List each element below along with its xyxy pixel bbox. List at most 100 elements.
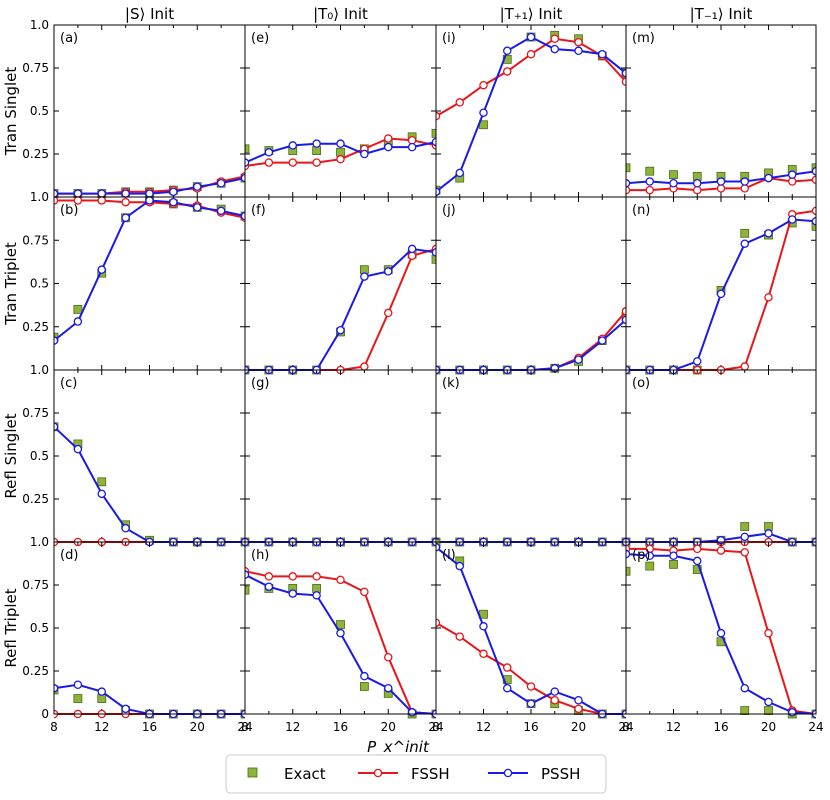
pssh-marker — [407, 142, 417, 152]
pssh-marker — [479, 108, 488, 117]
pssh-marker — [740, 532, 750, 542]
panel-data — [626, 544, 816, 719]
pssh-marker — [169, 187, 178, 197]
panel-g: (g) — [244, 369, 437, 547]
fssh-marker — [716, 546, 726, 555]
fssh-marker — [526, 49, 536, 59]
exact-marker — [740, 522, 750, 531]
panel-d: (d) — [53, 541, 246, 719]
column-title: |T₋₁⟩ Init — [690, 5, 753, 23]
pssh-marker — [788, 170, 797, 179]
x-tick-label: 24 — [428, 720, 443, 734]
pssh-marker — [502, 46, 512, 56]
panel-data — [54, 196, 245, 345]
exact-marker — [645, 561, 655, 571]
x-tick-label: 20 — [761, 720, 776, 734]
y-tick-label: 0.25 — [22, 664, 49, 678]
panel-ticks — [435, 369, 627, 543]
exact-marker — [740, 228, 750, 238]
pssh-line — [245, 573, 436, 715]
fssh-marker — [574, 704, 583, 714]
pssh-marker — [502, 683, 512, 693]
pssh-marker — [740, 177, 750, 186]
pssh-marker — [621, 68, 626, 78]
pssh-marker — [669, 178, 678, 188]
pssh-marker — [360, 671, 369, 681]
x-tick-label: 8 — [50, 720, 58, 734]
y-tick-label: 1.0 — [30, 535, 49, 549]
exact-marker — [431, 254, 436, 264]
panel-label: (h) — [251, 548, 269, 563]
x-tick-label: 20 — [190, 720, 205, 734]
panel-p: (p) — [625, 541, 817, 719]
pssh-line — [54, 426, 245, 543]
fssh-marker — [407, 135, 417, 145]
fssh-marker — [574, 37, 583, 47]
exact-marker — [692, 565, 702, 574]
pssh-marker — [336, 325, 345, 335]
fssh-marker — [264, 158, 274, 167]
exact-marker — [359, 682, 369, 691]
panel-ticks — [625, 369, 817, 543]
panel-ticks — [53, 24, 246, 198]
fssh-marker — [740, 184, 750, 193]
exact-marker — [669, 559, 678, 569]
panel-l: (l) — [435, 539, 627, 719]
y-tick-label: 0.5 — [30, 449, 49, 463]
panel-frame — [244, 196, 437, 371]
fssh-marker — [336, 154, 345, 164]
fssh-marker — [383, 134, 393, 143]
fssh-marker — [740, 548, 750, 557]
panel-label: (k) — [442, 376, 460, 391]
pssh-marker — [764, 173, 773, 183]
pssh-marker — [97, 489, 107, 499]
panel-data — [245, 128, 436, 171]
exact-marker — [811, 222, 816, 231]
pssh-marker — [169, 197, 178, 207]
column-title: |T₊₁⟩ Init — [500, 5, 563, 23]
fssh-marker — [360, 362, 369, 371]
fssh-marker — [764, 293, 773, 302]
pssh-marker — [716, 177, 726, 186]
panel-ticks — [625, 541, 817, 715]
panel-label: (b) — [60, 203, 78, 218]
legend-pssh-label: PSSH — [541, 765, 580, 783]
pssh-marker — [245, 570, 250, 579]
fssh-marker — [383, 652, 393, 662]
panel-label: (l) — [442, 548, 456, 563]
fssh-marker — [479, 649, 488, 659]
legend-fssh-label: FSSH — [411, 765, 450, 783]
pssh-marker — [121, 189, 130, 198]
fssh-line — [245, 247, 436, 371]
pssh-marker — [788, 215, 797, 224]
fssh-marker — [336, 575, 345, 585]
pssh-marker — [693, 357, 702, 366]
pssh-marker — [479, 622, 488, 631]
fssh-line — [245, 570, 436, 715]
pssh-marker — [383, 142, 393, 152]
exact-marker — [626, 163, 631, 173]
panel-data — [245, 244, 436, 375]
pssh-marker — [716, 289, 726, 299]
pssh-marker — [436, 542, 441, 552]
panels-layer: (a) (b) (c) (d) (e) (f) (g) (h) (i) (j) (k) (l) (m) (… — [53, 24, 817, 719]
panel-ticks — [53, 196, 246, 371]
panel-j: (j) — [435, 196, 627, 375]
column-title: |T₀⟩ Init — [313, 5, 368, 23]
panel-data — [54, 172, 245, 198]
panel-frame — [625, 24, 817, 198]
fssh-marker — [455, 98, 464, 107]
legend: Exact FSSH PSSH — [225, 754, 607, 794]
panel-ticks — [625, 24, 817, 198]
x-tick-label: 16 — [142, 720, 157, 734]
panel-ticks — [244, 24, 437, 198]
fssh-marker — [436, 111, 441, 121]
panel-label: (j) — [442, 203, 456, 218]
pssh-marker — [598, 336, 607, 345]
x-tick-label: 16 — [333, 720, 348, 734]
panel-c: (c) — [53, 369, 246, 547]
panel-label: (c) — [60, 376, 77, 391]
x-tick-label: 8 — [622, 720, 630, 734]
fssh-marker — [360, 587, 369, 597]
pssh-marker — [264, 148, 274, 157]
